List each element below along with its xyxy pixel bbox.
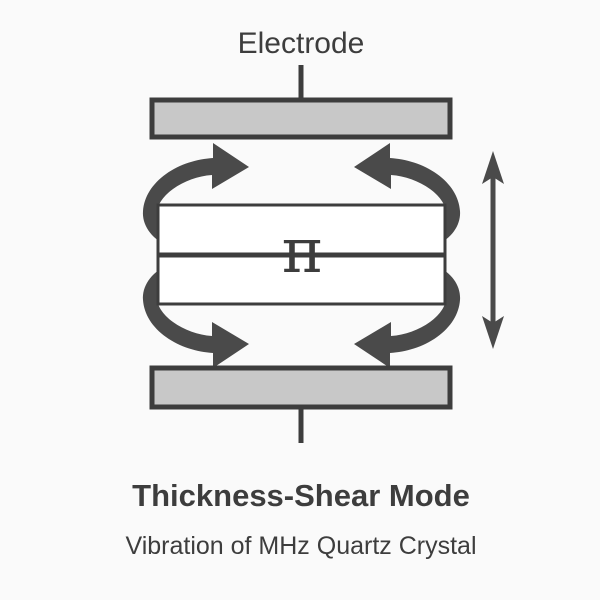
- crystal-lower-slab: [156, 254, 447, 306]
- crystal-upper-slab: [156, 203, 447, 256]
- electrode-label: Electrode: [238, 27, 365, 60]
- pi-symbol: π: [282, 214, 323, 287]
- top-electrode-bar: [149, 97, 453, 140]
- caption-title: Thickness-Shear Mode: [132, 478, 470, 513]
- thickness-arrow-head-up: [482, 151, 504, 184]
- shear-arrow-group: [142, 143, 461, 368]
- bottom-electrode-bar: [149, 365, 453, 410]
- thickness-arrow-head-down: [482, 316, 504, 349]
- caption-subtitle: Vibration of MHz Quartz Crystal: [125, 532, 476, 560]
- top-right-arrow: [352, 143, 461, 255]
- bottom-right-arrow: [352, 256, 461, 368]
- bottom-left-arrow: [142, 256, 251, 368]
- top-left-arrow: [142, 143, 251, 255]
- thickness-double-arrow: [482, 151, 504, 349]
